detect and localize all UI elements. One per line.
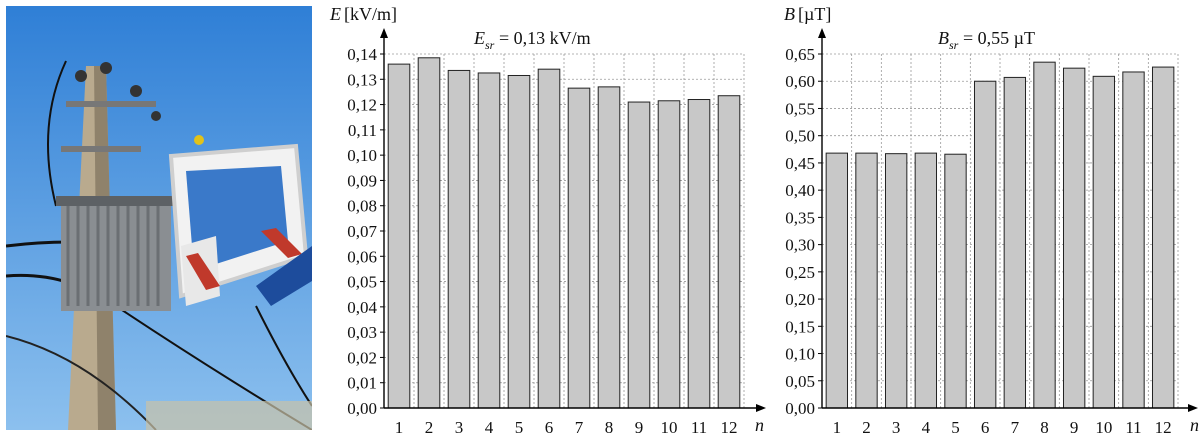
bar-6 <box>537 68 561 409</box>
chart-electric-field: 0,00 0,01 0,02 0,03 0,04 0,05 0,06 0,07 0,08 0,09… <box>329 4 766 434</box>
bar-12 <box>717 95 741 409</box>
x-tick-label: 4 <box>922 418 931 434</box>
y-tick-label: 0,40 <box>785 181 815 200</box>
chart-b-ylabel-symbol: B <box>784 4 795 24</box>
y-tick-label: 0,07 <box>347 222 377 241</box>
bar-11 <box>687 99 711 409</box>
bar-12 <box>1151 66 1175 409</box>
chart-b-annotation-symbol: B <box>938 28 949 48</box>
chart-b-ylabel-unit: [µT] <box>798 4 831 24</box>
y-tick-label: 0,12 <box>347 96 377 115</box>
bar-8 <box>597 86 621 409</box>
bar-2 <box>417 57 441 409</box>
y-axis-arrow <box>818 28 826 38</box>
chart-magnetic-field: 0,00 0,05 0,10 0,15 0,20 0,25 0,30 0,35 0,40 0,45… <box>784 4 1199 434</box>
x-tick-label: 5 <box>515 418 524 434</box>
y-tick-label: 0,45 <box>785 154 815 173</box>
y-tick-label: 0,05 <box>347 273 377 292</box>
chart-e-plot-group: 0,00 0,01 0,02 0,03 0,04 0,05 0,06 0,07 0,08 0,09… <box>347 28 766 434</box>
y-tick-label: 0,60 <box>785 72 815 91</box>
y-tick-label: 0,11 <box>348 121 377 140</box>
y-tick-label: 0,15 <box>785 317 815 336</box>
bar-7 <box>567 87 591 409</box>
chart-b-xlabel: n <box>1190 415 1199 434</box>
x-axis-arrow <box>756 404 766 412</box>
x-tick-label: 4 <box>485 418 494 434</box>
chart-e-annotation-symbol: E <box>473 28 485 48</box>
bar-4 <box>477 72 501 409</box>
bar-2 <box>855 152 878 409</box>
y-tick-label: 0,13 <box>347 70 377 89</box>
y-tick-label: 0,05 <box>785 372 815 391</box>
y-tick-label: 0,30 <box>785 236 815 255</box>
x-tick-label: 11 <box>1125 418 1141 434</box>
x-tick-label: 9 <box>1070 418 1079 434</box>
chart-e-ylabel-symbol: E <box>329 4 341 24</box>
bar-3 <box>447 69 471 409</box>
bar-1 <box>825 152 849 409</box>
y-tick-label: 0,06 <box>347 247 377 266</box>
photo-utility-pole-transformer <box>6 6 312 430</box>
bar-3 <box>884 153 908 409</box>
y-tick-label: 0,50 <box>785 127 815 146</box>
y-tick-label: 0,65 <box>785 45 815 64</box>
y-tick-label: 0,02 <box>347 348 377 367</box>
chart-e-ylabel-unit: [kV/m] <box>344 4 397 24</box>
bar-10 <box>1092 75 1116 409</box>
x-tick-label: 2 <box>425 418 434 434</box>
x-tick-label: 9 <box>635 418 644 434</box>
y-axis-arrow <box>380 28 388 38</box>
bar-4 <box>914 152 938 409</box>
y-tick-label: 0,10 <box>785 345 815 364</box>
x-tick-label: 8 <box>605 418 614 434</box>
x-tick-label: 7 <box>1011 418 1020 434</box>
x-tick-label: 6 <box>981 418 990 434</box>
y-tick-label: 0,01 <box>347 374 377 393</box>
bar-7 <box>1003 76 1027 409</box>
x-tick-label: 3 <box>892 418 901 434</box>
x-tick-label: 10 <box>1095 418 1112 434</box>
y-tick-label: 0,08 <box>347 197 377 216</box>
bar-5 <box>944 153 967 409</box>
bar-9 <box>627 101 651 409</box>
y-tick-label: 0,00 <box>347 399 377 418</box>
x-tick-label: 10 <box>661 418 678 434</box>
y-tick-label: 0,14 <box>347 45 377 64</box>
x-tick-label: 6 <box>545 418 554 434</box>
x-tick-label: 5 <box>951 418 960 434</box>
chart-b-annotation-sub: sr <box>949 38 959 52</box>
x-tick-label: 1 <box>395 418 404 434</box>
bar-6 <box>973 80 997 409</box>
y-tick-label: 0,55 <box>785 99 815 118</box>
chart-b-plot-group: 0,00 0,05 0,10 0,15 0,20 0,25 0,30 0,35 0,40 0,45… <box>785 28 1198 434</box>
x-tick-label: 12 <box>1155 418 1172 434</box>
y-tick-label: 0,20 <box>785 290 815 309</box>
y-tick-label: 0,10 <box>347 146 377 165</box>
x-tick-label: 7 <box>575 418 584 434</box>
bar-11 <box>1122 71 1145 409</box>
y-tick-label: 0,35 <box>785 208 815 227</box>
chart-e-annotation-value: = 0,13 kV/m <box>499 28 591 48</box>
bar-10 <box>657 100 681 409</box>
y-tick-label: 0,00 <box>785 399 815 418</box>
x-tick-label: 12 <box>721 418 738 434</box>
chart-e-annotation-sub: sr <box>485 38 495 52</box>
x-tick-label: 11 <box>691 418 707 434</box>
x-tick-label: 1 <box>833 418 842 434</box>
bar-5 <box>507 74 531 409</box>
x-tick-label: 8 <box>1040 418 1049 434</box>
y-tick-label: 0,25 <box>785 263 815 282</box>
bar-9 <box>1062 67 1086 409</box>
bar-1 <box>387 63 411 409</box>
bar-8 <box>1033 61 1056 409</box>
x-tick-label: 3 <box>455 418 464 434</box>
x-tick-label: 2 <box>862 418 871 434</box>
chart-b-annotation-value: = 0,55 µT <box>963 28 1035 48</box>
x-axis-arrow <box>1188 404 1198 412</box>
chart-e-xlabel: n <box>755 415 764 434</box>
y-tick-label: 0,09 <box>347 171 377 190</box>
y-tick-label: 0,03 <box>347 323 377 342</box>
y-tick-label: 0,04 <box>347 298 377 317</box>
